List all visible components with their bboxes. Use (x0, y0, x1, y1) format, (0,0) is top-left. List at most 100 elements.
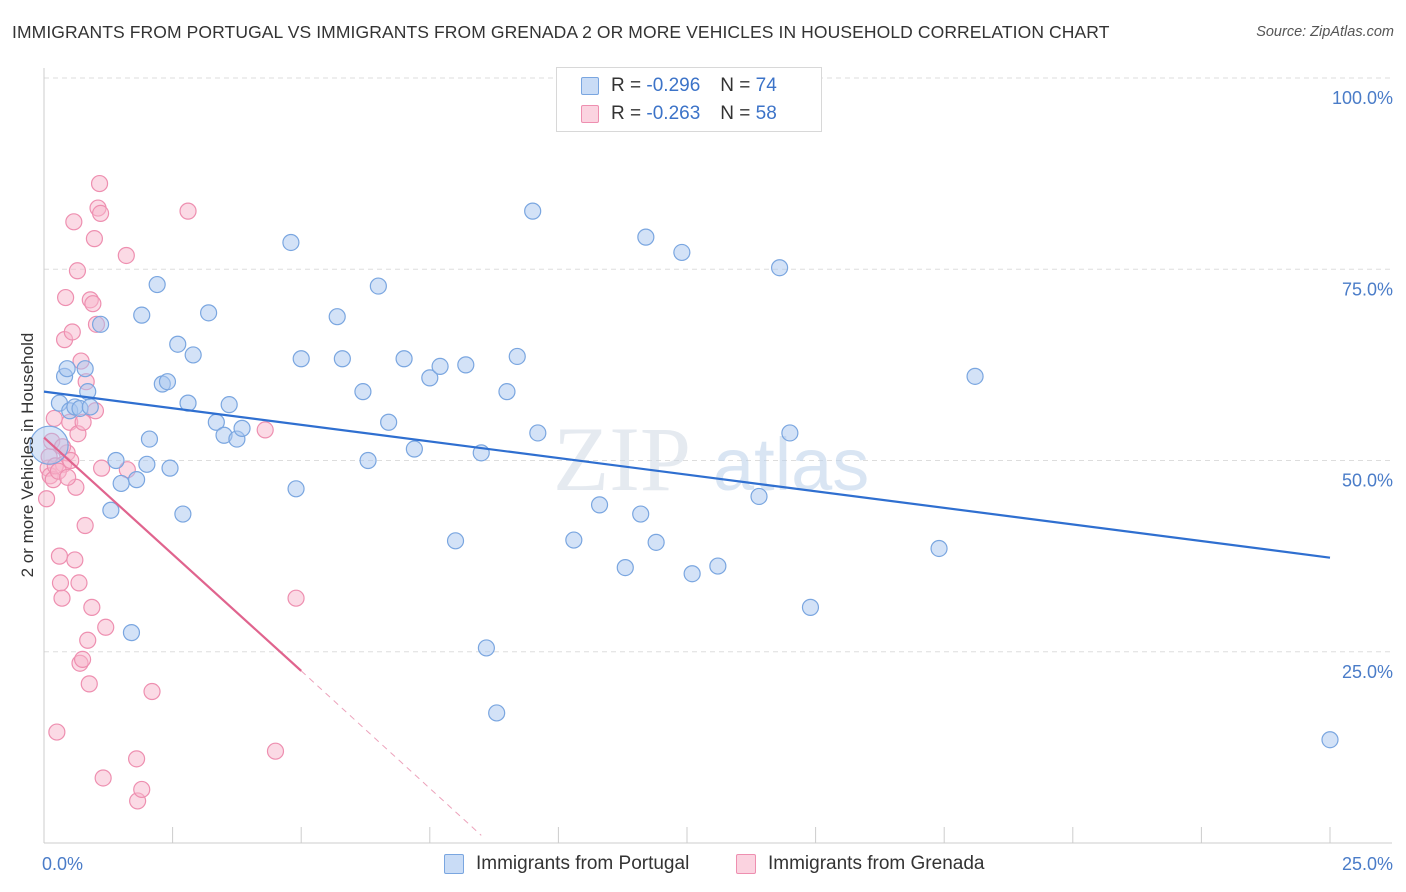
portugal-point (138, 455, 156, 473)
legend-n-value-portugal: 74 (755, 75, 777, 96)
bottom-legend-swatch-portugal (444, 854, 464, 874)
portugal-point (127, 471, 146, 489)
grenada-point (63, 323, 81, 341)
portugal-point (966, 367, 984, 385)
portugal-point (333, 350, 351, 368)
grenada-point (117, 246, 135, 265)
grenada-point (50, 547, 69, 565)
grenada-point (48, 723, 66, 741)
portugal-point (102, 501, 120, 519)
portugal-point (200, 304, 218, 322)
series-portugal-points (29, 202, 1339, 749)
portugal-point (673, 243, 691, 262)
portugal-point (220, 396, 238, 414)
portugal-point (140, 430, 159, 448)
portugal-point (112, 474, 130, 493)
grenada-point (51, 574, 70, 592)
portugal-point (801, 598, 820, 616)
watermark-zip: ZIP (553, 408, 691, 510)
series-grenada-points (37, 174, 305, 810)
grenada-point (80, 675, 98, 693)
portugal-point (930, 539, 948, 558)
grenada-point (93, 459, 111, 477)
stats-legend: R = -0.296 N = 74 R = -0.263 N = 58 (556, 67, 822, 132)
portugal-point (369, 277, 387, 295)
y-axis-label: 2 or more Vehicles in Household (18, 333, 37, 578)
grenada-point (79, 631, 97, 649)
portugal-point (524, 202, 542, 220)
bottom-legend-grenada: Immigrants from Grenada (736, 851, 984, 877)
portugal-point (29, 425, 69, 465)
grenada-point (256, 421, 274, 439)
portugal-point (508, 347, 526, 366)
grenada-point (133, 780, 151, 799)
grenada-point (73, 650, 92, 669)
legend-n-label: N = (720, 75, 751, 96)
portugal-point (81, 398, 99, 416)
portugal-point (354, 383, 372, 401)
portugal-point (477, 639, 495, 657)
grenada-point (266, 742, 285, 760)
trendline-portugal (43, 390, 1331, 559)
portugal-point (287, 480, 305, 498)
legend-r-value-portugal: -0.296 (646, 75, 701, 96)
portugal-point (328, 308, 346, 326)
portugal-point (647, 533, 665, 551)
legend-r-value-grenada: -0.263 (646, 103, 701, 124)
portugal-point (457, 356, 475, 374)
grenada-point (97, 618, 115, 636)
portugal-point (292, 350, 310, 368)
tick-labels: 100.0% 75.0% 50.0% 25.0% 0.0% 25.0% (42, 88, 1393, 874)
portugal-point (359, 451, 377, 470)
grenada-point (59, 468, 77, 486)
portugal-point (184, 346, 202, 364)
x-tick-label-start: 0.0% (42, 854, 83, 874)
portugal-point (770, 259, 789, 277)
y-tick-label: 25.0% (1342, 662, 1393, 682)
grenada-point (83, 598, 101, 616)
portugal-point (169, 335, 187, 353)
portugal-point (632, 505, 650, 523)
portugal-point (233, 419, 251, 437)
portugal-point (107, 451, 125, 470)
grenada-point (91, 204, 110, 223)
portugal-point (431, 357, 449, 376)
portugal-point (122, 624, 141, 642)
portugal-point (405, 440, 423, 458)
chart-title: IMMIGRANTS FROM PORTUGAL VS IMMIGRANTS F… (12, 22, 1110, 42)
trendlines (43, 390, 1331, 836)
portugal-point (529, 424, 547, 442)
portugal-point (158, 373, 177, 391)
grenada-point (84, 295, 102, 313)
legend-swatch-grenada (581, 105, 599, 123)
portugal-point (488, 704, 506, 722)
grenada-point (287, 589, 305, 607)
portugal-point (380, 413, 398, 431)
portugal-point (148, 275, 166, 294)
grenada-point (53, 589, 71, 607)
portugal-point (58, 360, 76, 378)
trendline-grenada (300, 670, 482, 836)
portugal-point (282, 233, 300, 252)
grenada-point (90, 174, 109, 193)
grenada-point (85, 230, 104, 248)
legend-n-value-grenada: 58 (755, 103, 777, 124)
legend-row-grenada: R = -0.263 N = 58 (581, 102, 777, 126)
bottom-legend-label-portugal: Immigrants from Portugal (476, 853, 690, 874)
portugal-point (76, 360, 94, 378)
grenada-point (45, 409, 63, 428)
source-label: Source: ZipAtlas.com (1256, 24, 1394, 40)
grenada-point (68, 262, 87, 280)
portugal-point (1321, 731, 1339, 749)
portugal-point (395, 350, 413, 368)
legend-r-label: R = (611, 75, 642, 96)
legend-row-portugal: R = -0.296 N = 74 (581, 74, 777, 98)
legend-swatch-portugal (581, 77, 599, 95)
legend-r-label: R = (611, 103, 642, 124)
grenada-point (37, 490, 56, 508)
portugal-point (133, 306, 151, 324)
portugal-point (750, 487, 768, 506)
portugal-point (421, 369, 439, 387)
bottom-legend-label-grenada: Immigrants from Grenada (768, 853, 985, 874)
